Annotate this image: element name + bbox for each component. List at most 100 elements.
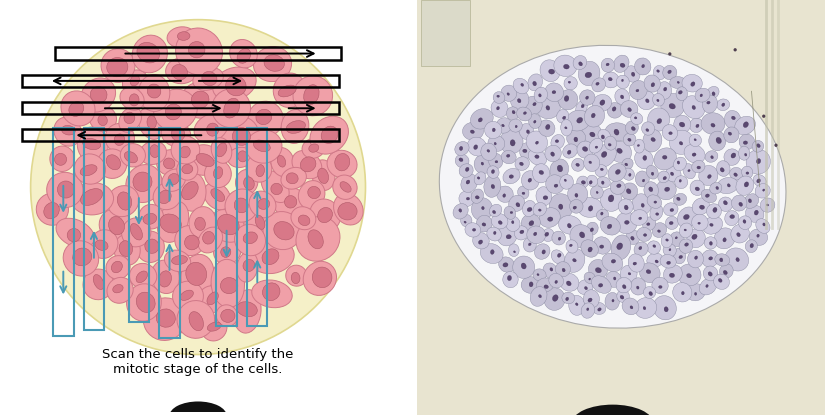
Ellipse shape <box>703 266 718 281</box>
Ellipse shape <box>587 222 598 235</box>
Ellipse shape <box>130 94 139 106</box>
Ellipse shape <box>708 175 711 178</box>
Ellipse shape <box>649 292 653 295</box>
Ellipse shape <box>766 204 769 206</box>
Ellipse shape <box>685 243 689 246</box>
Ellipse shape <box>591 186 603 199</box>
Ellipse shape <box>742 166 753 178</box>
Ellipse shape <box>495 161 497 163</box>
Ellipse shape <box>615 212 637 234</box>
Ellipse shape <box>750 244 753 248</box>
Ellipse shape <box>543 196 548 200</box>
Ellipse shape <box>643 217 656 231</box>
Ellipse shape <box>653 245 656 247</box>
Ellipse shape <box>293 76 332 116</box>
Ellipse shape <box>509 175 513 178</box>
Ellipse shape <box>496 118 512 133</box>
Ellipse shape <box>494 142 497 145</box>
Ellipse shape <box>717 161 730 176</box>
Ellipse shape <box>606 271 621 288</box>
Ellipse shape <box>622 168 634 180</box>
Ellipse shape <box>670 76 686 88</box>
Ellipse shape <box>564 96 569 101</box>
Ellipse shape <box>612 107 616 111</box>
Ellipse shape <box>502 271 518 288</box>
Ellipse shape <box>493 210 496 214</box>
Ellipse shape <box>679 179 681 182</box>
Ellipse shape <box>736 258 739 261</box>
Ellipse shape <box>224 98 239 118</box>
Ellipse shape <box>559 90 578 110</box>
Ellipse shape <box>590 132 595 137</box>
Ellipse shape <box>500 129 523 154</box>
Ellipse shape <box>663 244 676 257</box>
Ellipse shape <box>489 204 502 217</box>
Ellipse shape <box>206 123 219 136</box>
Ellipse shape <box>679 122 685 127</box>
Ellipse shape <box>698 222 700 224</box>
Ellipse shape <box>596 177 610 188</box>
Ellipse shape <box>663 176 667 180</box>
Ellipse shape <box>671 172 674 176</box>
Ellipse shape <box>746 205 764 222</box>
Ellipse shape <box>234 225 266 256</box>
Ellipse shape <box>564 249 585 272</box>
Ellipse shape <box>578 198 602 217</box>
Ellipse shape <box>596 82 599 85</box>
Ellipse shape <box>166 58 198 84</box>
Ellipse shape <box>598 283 603 287</box>
Ellipse shape <box>536 187 552 206</box>
Ellipse shape <box>601 217 620 235</box>
Ellipse shape <box>705 194 710 198</box>
Ellipse shape <box>673 157 686 171</box>
Ellipse shape <box>724 271 728 275</box>
Ellipse shape <box>286 121 305 133</box>
Ellipse shape <box>504 206 516 220</box>
Ellipse shape <box>582 146 587 151</box>
Ellipse shape <box>544 145 561 162</box>
Ellipse shape <box>634 117 637 119</box>
Ellipse shape <box>513 251 516 253</box>
Ellipse shape <box>644 307 646 310</box>
Ellipse shape <box>663 87 667 91</box>
Ellipse shape <box>712 92 715 95</box>
Ellipse shape <box>529 282 533 287</box>
Ellipse shape <box>335 154 350 171</box>
Ellipse shape <box>285 195 297 208</box>
Ellipse shape <box>182 164 193 174</box>
Ellipse shape <box>310 199 341 231</box>
Ellipse shape <box>572 159 584 171</box>
Ellipse shape <box>666 166 681 182</box>
Bar <box>216 128 237 326</box>
Ellipse shape <box>263 212 302 250</box>
Ellipse shape <box>584 286 587 290</box>
Ellipse shape <box>187 145 220 175</box>
Ellipse shape <box>513 78 529 94</box>
Ellipse shape <box>564 179 567 181</box>
Ellipse shape <box>82 139 101 150</box>
Ellipse shape <box>634 139 644 153</box>
Ellipse shape <box>667 261 671 264</box>
Ellipse shape <box>651 172 654 175</box>
Ellipse shape <box>313 267 332 288</box>
Ellipse shape <box>705 237 717 249</box>
Ellipse shape <box>246 155 271 182</box>
Ellipse shape <box>460 146 463 151</box>
Ellipse shape <box>695 88 710 102</box>
Ellipse shape <box>81 188 102 205</box>
Ellipse shape <box>603 72 619 88</box>
Ellipse shape <box>534 87 548 103</box>
Ellipse shape <box>513 256 535 278</box>
Ellipse shape <box>589 278 591 280</box>
Ellipse shape <box>695 293 697 295</box>
Ellipse shape <box>312 160 335 190</box>
Ellipse shape <box>474 145 478 149</box>
Ellipse shape <box>493 92 505 103</box>
Ellipse shape <box>68 102 84 116</box>
Ellipse shape <box>73 248 92 266</box>
Ellipse shape <box>126 284 162 321</box>
Ellipse shape <box>498 257 515 272</box>
Ellipse shape <box>172 64 187 80</box>
Ellipse shape <box>655 260 658 263</box>
Ellipse shape <box>253 140 271 152</box>
